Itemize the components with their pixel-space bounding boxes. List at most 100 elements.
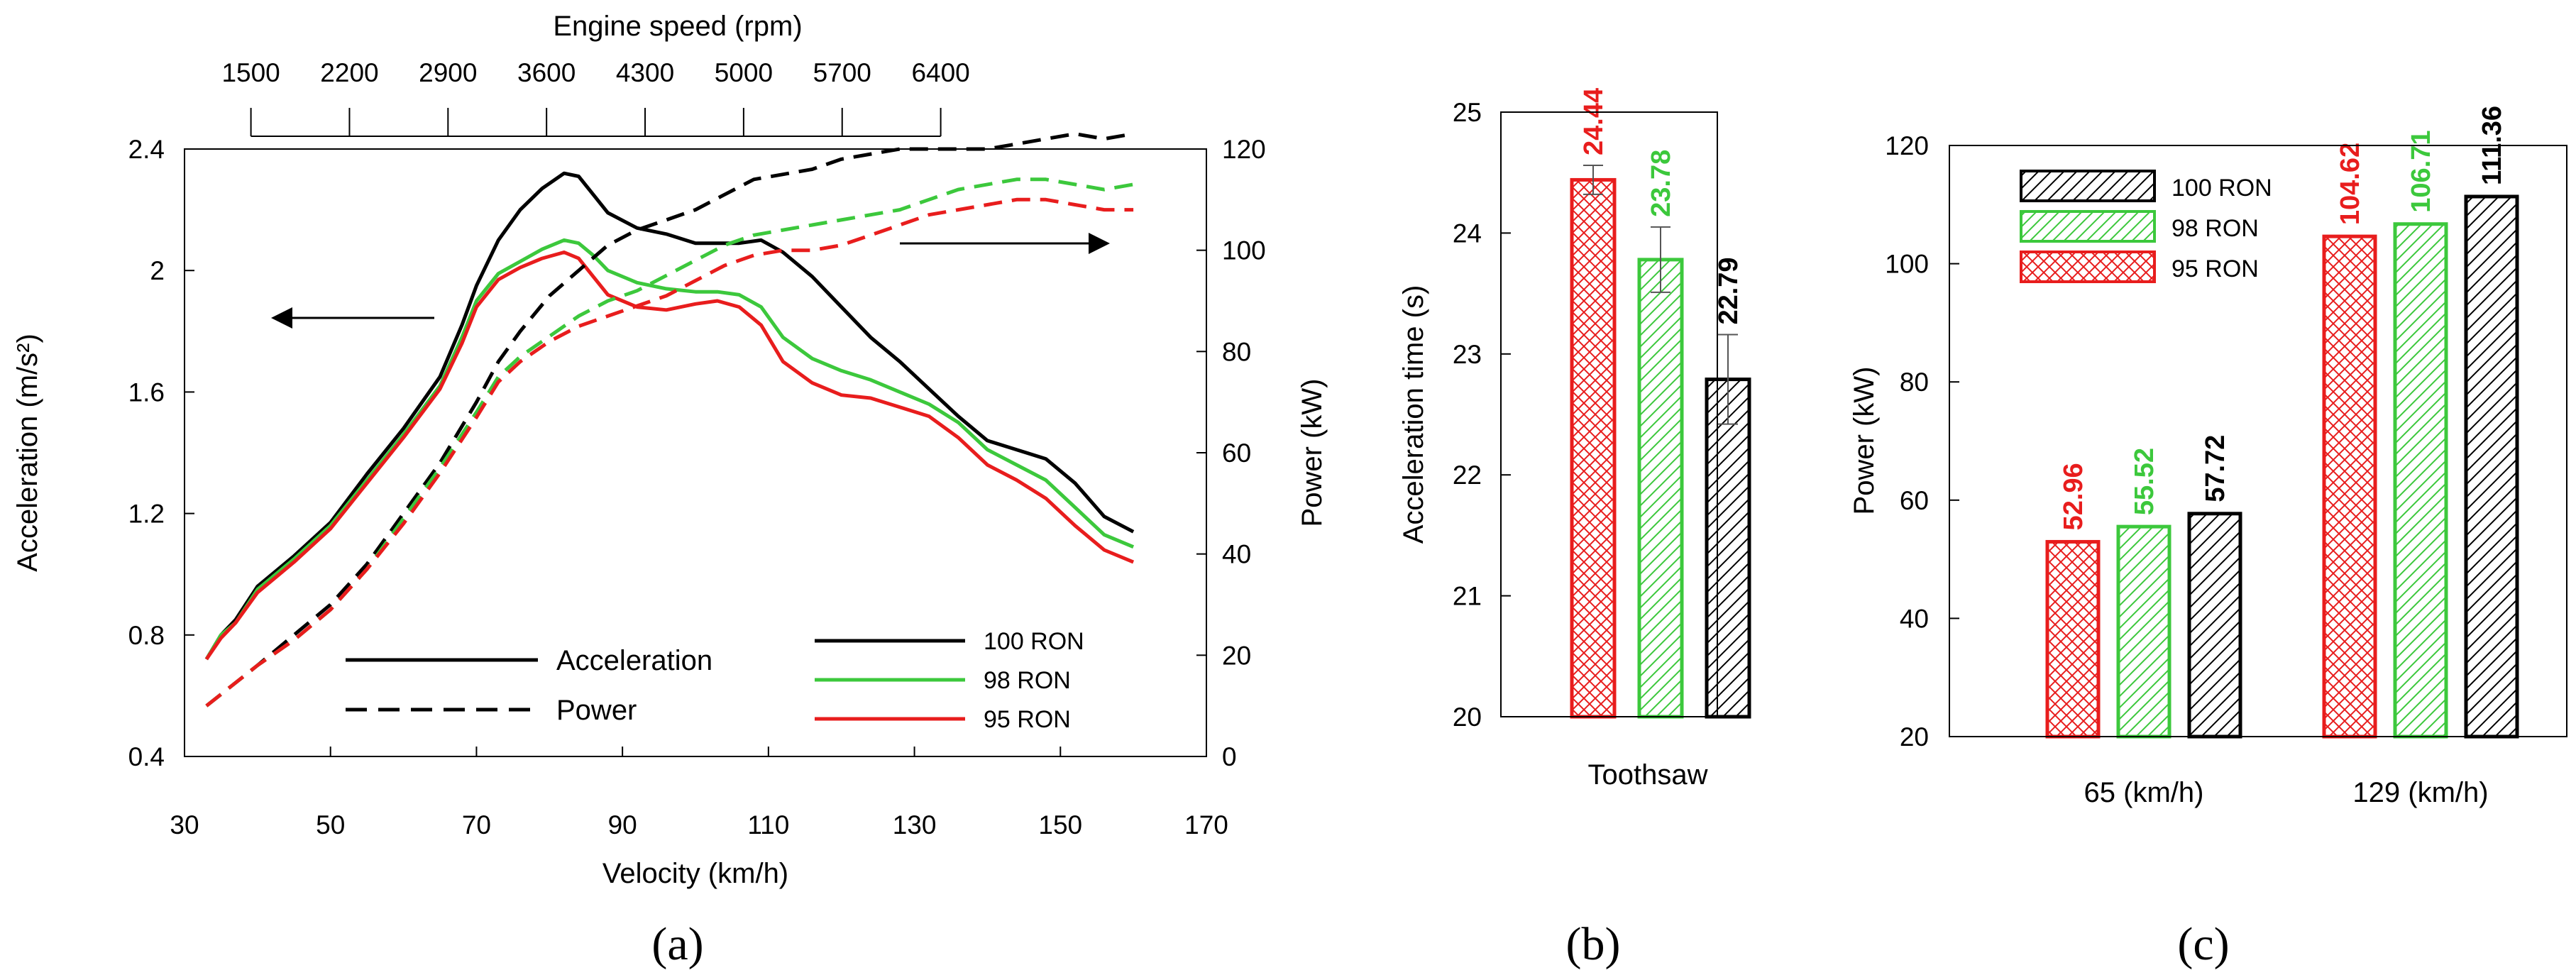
bar-98-ron	[1637, 258, 1684, 719]
panel-a-x-ticks: 30 50 70 90 110 130 150 170	[170, 747, 1228, 839]
right-tick-label: 120	[1222, 135, 1266, 164]
panel-a-right-axis-label: Power (kW)	[1297, 379, 1328, 527]
top-tick-label: 5000	[715, 58, 773, 87]
right-tick-label: 80	[1222, 337, 1251, 366]
data-label: 23.78	[1646, 150, 1676, 217]
x-tick-label: 110	[747, 810, 789, 839]
top-tick-label: 1500	[221, 58, 280, 87]
y-tick-label: 23	[1453, 340, 1482, 369]
panel-c-caption: (c)	[2177, 918, 2229, 970]
panel-a-curves	[204, 132, 1135, 708]
right-tick-label: 100	[1222, 236, 1266, 265]
legend-c-label-100: 100 RON	[2172, 175, 2272, 202]
category-label: 65 (km/h)	[2084, 777, 2204, 808]
y-tick-label: 2	[150, 256, 165, 285]
legend-acceleration-label: Acceleration	[556, 645, 712, 676]
panel-c-y-ticks: 20 40 60 80 100 120	[1885, 131, 1959, 751]
x-tick-label: 90	[608, 810, 637, 839]
bar-95-ron	[2322, 234, 2377, 739]
legend-c-swatch-98	[2020, 210, 2156, 243]
y-tick-label: 2.4	[128, 135, 165, 164]
data-label: 24.44	[1579, 88, 1609, 155]
fuel-legend-c: 100 RON 98 RON 95 RON	[2020, 170, 2272, 283]
y-tick-label: 21	[1453, 582, 1482, 611]
panel-b-y-axis-label: Acceleration time (s)	[1398, 285, 1429, 544]
x-tick-label: 170	[1184, 810, 1228, 839]
data-label: 55.52	[2130, 448, 2159, 515]
fuel-legend-a: 100 RON 98 RON 95 RON	[815, 628, 1084, 733]
power-line-100-ron	[205, 132, 1134, 708]
y-tick-label: 24	[1453, 219, 1482, 248]
y-tick-label: 0.4	[128, 742, 165, 771]
panel-a-y-ticks: 0.4 0.8 1.2 1.6 2 2.4	[128, 135, 194, 771]
y-tick-label: 0.8	[128, 621, 165, 650]
bar-98-ron	[2393, 222, 2448, 739]
legend-c-swatch-95	[2020, 250, 2156, 283]
panel-a-caption: (a)	[651, 918, 703, 970]
y-tick-label: 60	[1900, 486, 1929, 515]
right-tick-label: 20	[1222, 641, 1251, 670]
panel-c-categories: 65 (km/h) 129 (km/h)	[2084, 777, 2489, 808]
top-tick-label: 2900	[419, 58, 477, 87]
panel-a: 30 50 70 90 110 130 150 170 1500 2200 2900 3600 430…	[12, 11, 1328, 970]
right-tick-label: 40	[1222, 540, 1251, 569]
right-tick-label: 60	[1222, 439, 1251, 468]
top-tick-label: 6400	[911, 58, 969, 87]
x-tick-label: 70	[462, 810, 491, 839]
panel-a-top-axis-label: Engine speed (rpm)	[553, 11, 802, 42]
y-tick-label: 22	[1453, 461, 1482, 490]
legend-c-label-98: 98 RON	[2172, 215, 2259, 242]
data-label: 52.96	[2059, 463, 2088, 530]
top-tick-label: 2200	[320, 58, 378, 87]
x-tick-label: 50	[316, 810, 345, 839]
panel-b-x-axis-label: Toothsaw	[1588, 759, 1708, 791]
panel-a-top-ticks: 1500 2200 2900 3600 4300 5000 5700 6400	[221, 58, 970, 137]
legend-a-label-95: 95 RON	[984, 706, 1071, 733]
bar-100-ron	[1705, 378, 1751, 719]
y-tick-label: 80	[1900, 368, 1929, 397]
panel-b: 24.44 23.78 22.79 20 21 22 23 24 25 Acceleratio…	[1398, 88, 1751, 970]
acceleration-line-98-ron	[204, 238, 1135, 661]
top-tick-label: 5700	[813, 58, 871, 87]
data-label: 57.72	[2201, 435, 2230, 502]
bar-100-ron	[2187, 512, 2242, 739]
legend-c-swatch-100	[2020, 170, 2156, 202]
acceleration-line-95-ron	[204, 250, 1135, 661]
panel-b-y-ticks: 20 21 22 23 24 25	[1453, 98, 1511, 732]
data-label: 22.79	[1714, 257, 1744, 324]
category-label: 129 (km/h)	[2352, 777, 2488, 808]
x-tick-label: 30	[170, 810, 199, 839]
legend-a-label-100: 100 RON	[984, 628, 1084, 655]
panel-c-y-axis-label: Power (kW)	[1849, 367, 1880, 515]
y-tick-label: 100	[1885, 250, 1929, 279]
x-tick-label: 150	[1038, 810, 1082, 839]
right-tick-label: 0	[1222, 742, 1237, 771]
y-tick-label: 120	[1885, 131, 1929, 160]
panel-a-y-axis-label: Acceleration (m/s²)	[12, 334, 43, 572]
y-tick-label: 40	[1900, 604, 1929, 633]
panel-c-plot-frame	[1949, 145, 2567, 737]
y-tick-label: 20	[1900, 722, 1929, 751]
data-label: 106.71	[2406, 130, 2436, 212]
x-tick-label: 130	[893, 810, 937, 839]
top-tick-label: 3600	[517, 58, 576, 87]
power-line-95-ron	[205, 197, 1134, 708]
y-tick-label: 1.6	[128, 378, 165, 407]
y-tick-label: 20	[1453, 703, 1482, 732]
panel-a-right-ticks: 0 20 40 60 80 100 120	[1196, 135, 1266, 771]
power-line-98-ron	[205, 177, 1134, 708]
bar-98-ron	[2116, 524, 2172, 739]
y-tick-label: 25	[1453, 98, 1482, 127]
bar-95-ron	[2045, 539, 2101, 739]
acceleration-line-100-ron	[204, 171, 1135, 661]
panel-a-x-axis-label: Velocity (km/h)	[602, 858, 788, 889]
style-legend: Acceleration Power	[346, 645, 712, 726]
panel-b-bars: 24.44 23.78 22.79	[1570, 88, 1751, 719]
y-tick-label: 1.2	[128, 500, 165, 529]
bar-95-ron	[1570, 177, 1617, 719]
bar-100-ron	[2464, 194, 2519, 739]
legend-a-label-98: 98 RON	[984, 667, 1071, 694]
panel-b-plot-frame	[1500, 111, 1718, 717]
